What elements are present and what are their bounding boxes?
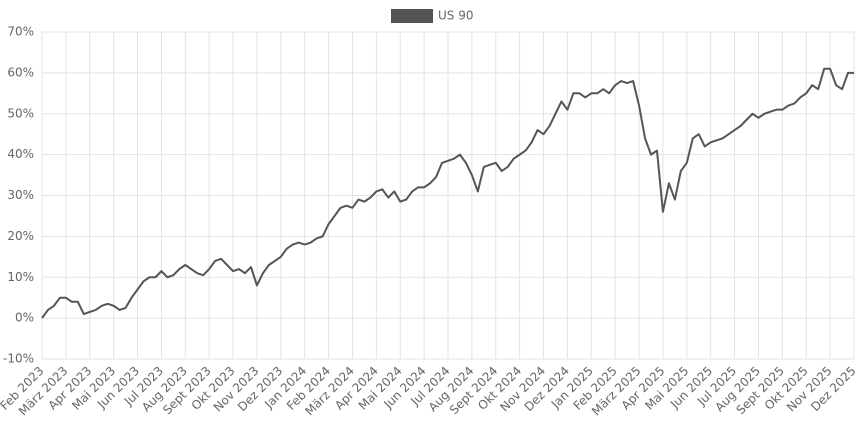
legend-swatch [391,9,433,23]
y-tick-label: 0% [15,311,34,325]
y-tick-label: -10% [3,352,34,366]
y-tick-label: 60% [7,65,34,79]
y-tick-label: 20% [7,229,34,243]
y-tick-label: 50% [7,106,34,120]
y-tick-label: 10% [7,270,34,284]
legend-label: US 90 [438,9,473,23]
line [41,67,854,319]
y-tick-label: 30% [7,188,34,202]
y-tick-label: 40% [7,147,34,161]
y-tick-label: 70% [7,25,34,39]
